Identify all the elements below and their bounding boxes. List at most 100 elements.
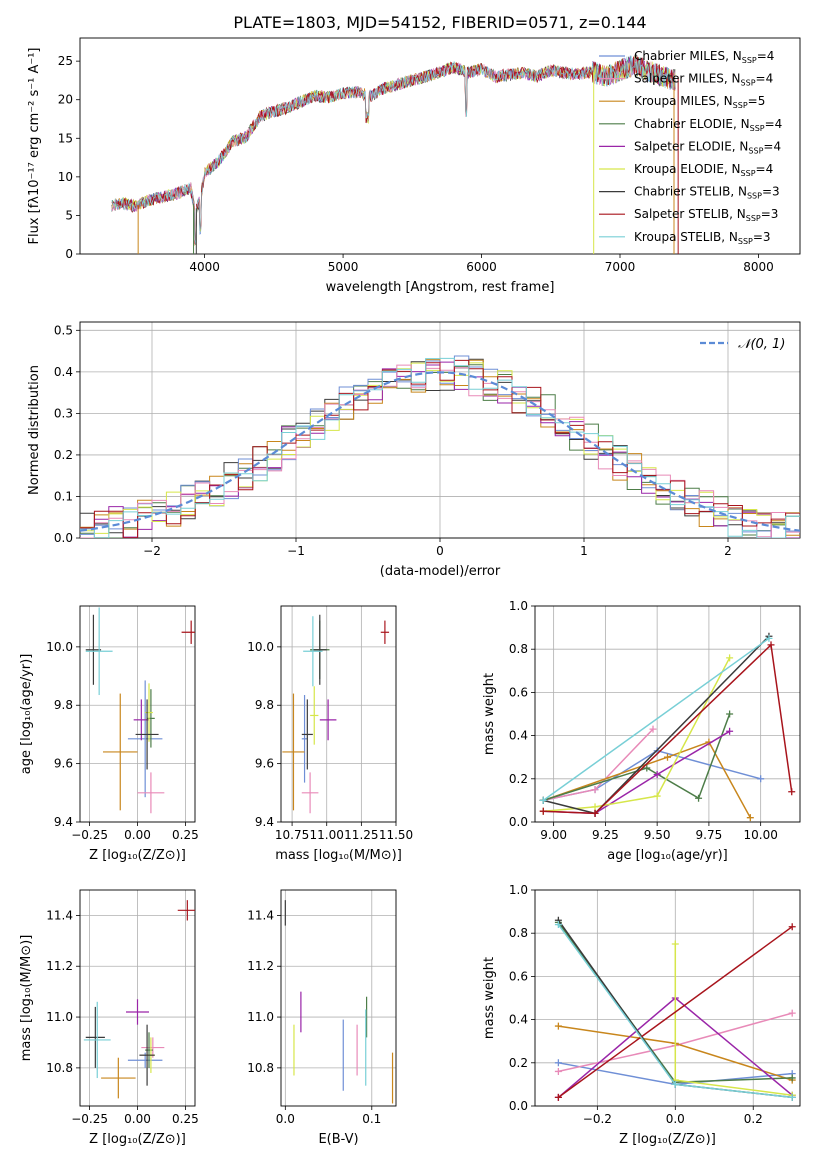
x-axis-label: Z [log₁₀(Z/Z⊙)]: [619, 1132, 716, 1147]
weight-marker: [591, 803, 599, 811]
error-cross-7: [177, 900, 195, 921]
y-tick-label: 0.2: [509, 1056, 528, 1070]
x-tick-label: 0.2: [744, 1112, 763, 1126]
error-cross-6: [312, 614, 327, 685]
plot-area: [539, 632, 796, 822]
legend-entry-8: Kroupa STELIB, NSSP=3: [634, 230, 771, 246]
weight-marker: [788, 923, 796, 931]
x-tick-label: 0.25: [172, 1112, 199, 1126]
x-tick-label: 0: [436, 544, 444, 558]
y-tick-label: 9.4: [255, 815, 274, 829]
error-cross-9: [139, 1024, 155, 1086]
figure-title: PLATE=1803, MJD=54152, FIBERID=0571, z=0…: [233, 13, 646, 32]
y-tick-label: 0.4: [509, 1013, 528, 1027]
weight-marker: [746, 814, 754, 822]
x-tick-label: 10.00: [743, 828, 777, 842]
plot-area: [80, 355, 800, 538]
y-tick-label: 9.6: [255, 757, 274, 771]
x-tick-label: 6000: [466, 260, 497, 274]
weight-line-8: [542, 637, 770, 802]
error-cross-4: [319, 699, 337, 741]
axes-frame: [534, 889, 801, 1107]
weight-marker: [788, 1074, 796, 1082]
weight-marker: [539, 796, 547, 804]
y-tick-label: 11.2: [247, 959, 274, 973]
y-tick-label: 0.3: [54, 406, 73, 420]
x-tick-label: −2: [143, 544, 161, 558]
y-tick-label: 1.0: [509, 599, 528, 613]
error-cross-3: [147, 689, 155, 748]
y-tick-label: 15: [58, 131, 73, 145]
x-tick-label: 4000: [189, 260, 220, 274]
y-tick-label: 20: [58, 93, 73, 107]
y-tick-label: 10.0: [46, 640, 73, 654]
y-tick-label: 10: [58, 170, 73, 184]
weight-marker: [765, 634, 773, 642]
error-cross-3: [145, 1032, 153, 1068]
error-cross-4: [126, 999, 149, 1025]
x-tick-label: 1: [580, 544, 588, 558]
x-axis-label: age [log₁₀(age/yr)]: [607, 848, 728, 863]
x-tick-label: 9.00: [540, 828, 567, 842]
x-tick-label: 7000: [605, 260, 636, 274]
x-axis-label: E(B-V): [318, 1132, 358, 1147]
weight-line-2: [543, 741, 751, 819]
error-cross-1: [141, 1037, 165, 1058]
legend-entry-7: Salpeter STELIB, NSSP=3: [634, 207, 778, 223]
legend-entry-0: Chabrier MILES, NSSP=4: [634, 49, 774, 65]
y-tick-label: 9.6: [54, 757, 73, 771]
error-cross-9: [301, 699, 313, 770]
y-tick-label: 0.8: [509, 642, 528, 656]
axes-frame: [79, 321, 801, 539]
weight-marker: [671, 940, 679, 948]
panel-age_vs_Z: −0.25 0.00 0.25 9.4 9.6 9.8 10.0 Z [log₁₀(Z/Z⊙)…: [19, 605, 199, 863]
x-tick-label: 0.1: [362, 1112, 381, 1126]
x-axis-label: Z [log₁₀(Z/Z⊙)]: [89, 1132, 186, 1147]
x-tick-label: 11.25: [344, 828, 378, 842]
legend-entry-1: Salpeter MILES, NSSP=4: [634, 72, 773, 88]
weight-marker: [591, 809, 599, 817]
y-tick-label: 9.4: [54, 815, 73, 829]
y-tick-label: 0.2: [509, 772, 528, 786]
weight-marker: [726, 710, 734, 718]
x-tick-label: 10.75: [275, 828, 309, 842]
axes-frame: [79, 37, 801, 255]
error-cross-6: [85, 1006, 105, 1068]
error-cross-2: [103, 693, 138, 811]
axes-frame: [79, 889, 196, 1107]
x-tick-label: 11.00: [310, 828, 344, 842]
x-tick-label: 5000: [328, 260, 359, 274]
y-axis-label: mass [log₁₀(M/M⊙)]: [19, 935, 34, 1062]
y-axis-label: Normed distribution: [27, 365, 42, 495]
weight-line-7: [557, 926, 793, 1099]
weight-marker: [664, 753, 671, 761]
x-tick-label: −1: [287, 544, 305, 558]
weight-marker: [653, 792, 661, 800]
y-tick-label: 1.0: [509, 883, 528, 897]
error-cross-8: [85, 607, 113, 696]
weight-marker: [653, 770, 661, 778]
x-tick-label: 9.75: [696, 828, 723, 842]
y-tick-label: 9.8: [54, 698, 73, 712]
histogram-series-7: [80, 359, 800, 538]
y-tick-label: 0: [65, 247, 73, 261]
histogram-series-6: [80, 358, 800, 538]
panel-spectrum: 4000 5000 6000 7000 8000 0 5 10 15 20 25 wavelength…: [27, 37, 801, 295]
weight-line-7: [543, 643, 793, 815]
legend-entry-3: Chabrier ELODIE, NSSP=4: [634, 117, 782, 133]
legend-entry-6: Chabrier STELIB, NSSP=3: [634, 185, 780, 201]
error-cross-5: [145, 683, 153, 742]
x-tick-label: 0.0: [276, 1112, 295, 1126]
x-tick-label: 0.00: [124, 828, 151, 842]
weight-marker: [554, 1067, 562, 1075]
error-cross-2: [101, 1057, 136, 1099]
weight-marker: [788, 788, 796, 796]
y-tick-label: 0.4: [509, 729, 528, 743]
y-tick-label: 0.6: [509, 969, 528, 983]
normal-legend-label: 𝒩(0, 1): [738, 337, 785, 352]
error-cross-9: [135, 699, 159, 770]
panel-age_vs_mass: 10.75 11.00 11.25 11.50 9.4 9.6 9.8 10.0 mass [l…: [247, 605, 413, 863]
error-cross-1: [137, 772, 165, 814]
y-tick-label: 0.0: [509, 815, 528, 829]
error-cross-7: [380, 620, 390, 644]
